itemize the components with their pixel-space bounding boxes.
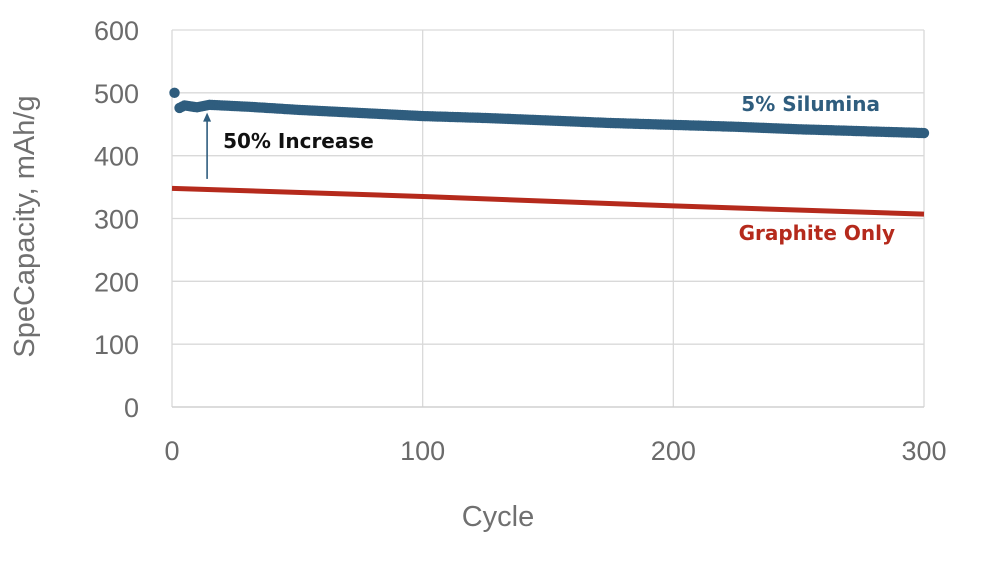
y-tick-label: 0 xyxy=(124,393,139,423)
y-tick-label: 100 xyxy=(94,330,139,360)
x-axis-title: Cycle xyxy=(462,501,535,533)
data-point xyxy=(918,127,930,139)
series-label: Graphite Only xyxy=(739,221,895,245)
series-label: 5% Silumina xyxy=(741,92,880,116)
y-axis-title: SpeCapacity, mAh/g xyxy=(9,95,41,357)
series-line xyxy=(171,185,925,217)
series-layer xyxy=(169,87,930,217)
tick-labels: 0 100 200 300 400 500 600 0 100 200 300 xyxy=(94,16,947,466)
y-tick-label: 200 xyxy=(94,267,139,297)
x-tick-label: 200 xyxy=(651,436,696,466)
y-tick-label: 600 xyxy=(94,16,139,46)
x-tick-label: 300 xyxy=(901,436,946,466)
gridlines xyxy=(171,29,925,408)
arrow-head xyxy=(203,112,212,122)
increase-arrow xyxy=(203,112,212,179)
y-tick-label: 500 xyxy=(94,79,139,109)
data-point xyxy=(169,87,180,99)
y-tick-label: 300 xyxy=(94,205,139,235)
series-1 xyxy=(171,185,925,217)
y-tick-label: 400 xyxy=(94,142,139,172)
labels: Cycle SpeCapacity, mAh/g 5% Silumina Graphi… xyxy=(9,92,895,533)
annotation-label: 50% Increase xyxy=(223,129,374,153)
x-tick-label: 0 xyxy=(164,436,179,466)
series-0 xyxy=(169,87,930,139)
x-tick-label: 100 xyxy=(400,436,445,466)
